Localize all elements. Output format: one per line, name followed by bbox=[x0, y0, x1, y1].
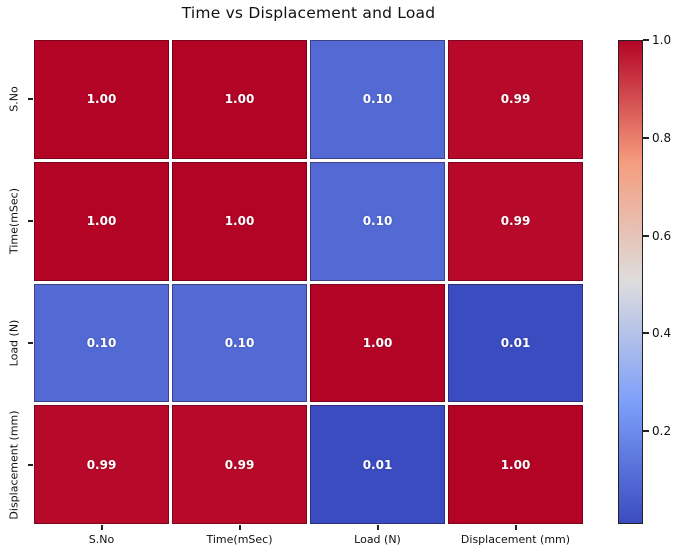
heatmap-cell-r3c1: 0.99 bbox=[172, 405, 307, 524]
x-axis-tick bbox=[376, 525, 379, 530]
colorbar-tick bbox=[643, 136, 649, 139]
colorbar-tick bbox=[643, 332, 649, 335]
x-axis-label: Displacement (mm) bbox=[460, 533, 571, 546]
colorbar-tick bbox=[643, 234, 649, 237]
heatmap-cell-r0c2: 0.10 bbox=[310, 40, 445, 159]
x-axis-tick bbox=[238, 525, 241, 530]
heatmap-cell-r1c1: 1.00 bbox=[172, 161, 307, 281]
colorbar-tick-label: 0.4 bbox=[652, 326, 672, 341]
colorbar-tick bbox=[643, 430, 649, 433]
y-axis-tick bbox=[28, 98, 33, 101]
x-axis-tick bbox=[514, 525, 517, 530]
y-axis-label: Displacement (mm) bbox=[7, 410, 21, 520]
x-axis-label: S.No bbox=[88, 533, 115, 546]
colorbar-tick-label: 0.2 bbox=[652, 424, 672, 439]
heatmap-cell-r1c3: 0.99 bbox=[448, 161, 583, 281]
heatmap-cell-r0c0: 1.00 bbox=[34, 40, 169, 159]
y-axis-tick bbox=[28, 463, 33, 466]
y-axis-label: Load (N) bbox=[7, 319, 21, 367]
heatmap-cell-r3c2: 0.01 bbox=[310, 405, 445, 524]
chart-title: Time vs Displacement and Load bbox=[181, 4, 436, 22]
x-axis-label: Time(mSec) bbox=[206, 533, 273, 546]
y-axis-label: Time(mSec) bbox=[7, 188, 21, 255]
y-axis-label: S.No bbox=[7, 86, 21, 113]
heatmap-cell-r2c2: 1.00 bbox=[310, 283, 445, 403]
heatmap-grid: 1.00 1.00 0.10 0.99 1.00 1.00 0.10 0.99 0.10 0.10… bbox=[34, 40, 583, 524]
heatmap-cell-r3c0: 0.99 bbox=[34, 405, 169, 524]
heatmap-cell-r3c3: 1.00 bbox=[448, 405, 583, 524]
y-axis-tick bbox=[28, 220, 33, 223]
heatmap-cell-r1c2: 0.10 bbox=[310, 161, 445, 281]
x-axis-tick bbox=[100, 525, 103, 530]
colorbar-tick-label: 0.8 bbox=[652, 130, 672, 145]
heatmap-cell-r2c3: 0.01 bbox=[448, 283, 583, 403]
heatmap-cell-r0c1: 1.00 bbox=[172, 40, 307, 159]
colorbar-tick-label: 0.6 bbox=[652, 228, 672, 243]
y-axis-tick bbox=[28, 341, 33, 344]
x-axis-label: Load (N) bbox=[354, 533, 401, 546]
colorbar bbox=[618, 40, 643, 524]
colorbar-tick-label: 1.0 bbox=[652, 33, 672, 47]
heatmap-cell-r2c0: 0.10 bbox=[34, 283, 169, 403]
heatmap-cell-r2c1: 0.10 bbox=[172, 283, 307, 403]
heatmap-cell-r0c3: 0.99 bbox=[448, 40, 583, 159]
colorbar-tick bbox=[643, 39, 649, 41]
heatmap-cell-r1c0: 1.00 bbox=[34, 161, 169, 281]
